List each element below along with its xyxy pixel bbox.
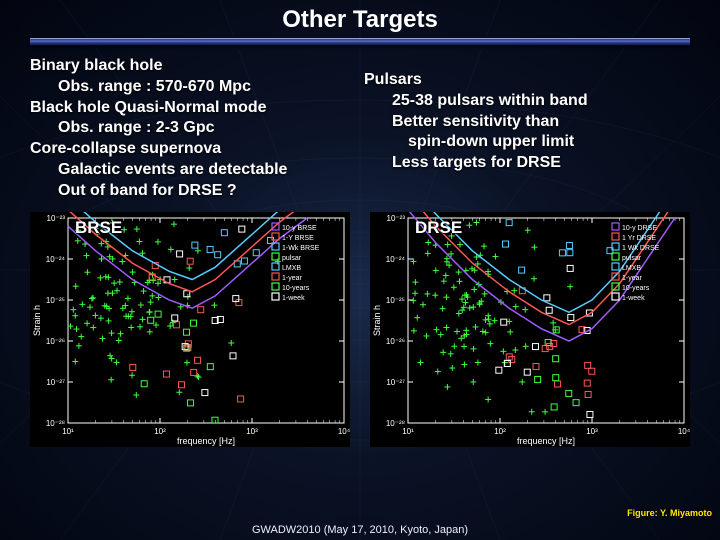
svg-text:10²: 10² — [154, 427, 166, 436]
left-column: Binary black hole Obs. range : 570-670 M… — [30, 56, 356, 202]
svg-text:10⁴: 10⁴ — [338, 427, 350, 436]
svg-text:10-y BRSE: 10-y BRSE — [282, 225, 317, 232]
slide-title: Other Targets — [278, 6, 442, 36]
svg-text:1 Yr DRSE: 1 Yr DRSE — [622, 235, 656, 242]
svg-text:10²: 10² — [494, 427, 506, 436]
svg-text:1-year: 1-year — [622, 275, 643, 282]
svg-text:frequency [Hz]: frequency [Hz] — [517, 436, 575, 446]
svg-text:LMXB: LMXB — [622, 265, 641, 272]
text-line: Black hole Quasi-Normal mode — [30, 98, 356, 119]
svg-text:1-year: 1-year — [282, 275, 303, 282]
svg-text:10⁻²³: 10⁻²³ — [47, 214, 66, 223]
text-line: Pulsars — [364, 70, 690, 91]
right-column: Pulsars 25-38 pulsars within band Better… — [364, 56, 690, 202]
svg-text:10⁻²⁸: 10⁻²⁸ — [386, 419, 405, 428]
svg-text:1 Wk DRSE: 1 Wk DRSE — [622, 245, 660, 252]
svg-text:10³: 10³ — [586, 427, 598, 436]
text-line: Core-collapse supernova — [30, 139, 356, 160]
svg-text:1-Y BRSE: 1-Y BRSE — [282, 235, 314, 242]
svg-text:10⁻²⁸: 10⁻²⁸ — [46, 419, 65, 428]
svg-text:10⁻²³: 10⁻²³ — [387, 214, 406, 223]
svg-text:10-years: 10-years — [282, 285, 310, 292]
svg-text:10⁻²⁵: 10⁻²⁵ — [386, 296, 405, 305]
svg-text:Strain h: Strain h — [372, 305, 382, 336]
text-line: Binary black hole — [30, 56, 356, 77]
svg-text:1-week: 1-week — [282, 295, 305, 302]
text-line: Obs. range : 2-3 Gpc — [58, 118, 356, 139]
svg-text:10⁻²⁶: 10⁻²⁶ — [386, 337, 405, 346]
svg-text:frequency [Hz]: frequency [Hz] — [177, 436, 235, 446]
svg-text:10¹: 10¹ — [402, 427, 414, 436]
svg-text:10⁻²⁴: 10⁻²⁴ — [46, 255, 66, 264]
text-line: Galactic events are detectable — [58, 160, 356, 181]
svg-text:10⁻²⁶: 10⁻²⁶ — [46, 337, 65, 346]
chart-label: DRSE — [415, 218, 462, 238]
svg-text:10⁻²⁵: 10⁻²⁵ — [46, 296, 65, 305]
chart-drse: DRSE 10¹ 10² 10³ 10⁴ 10⁻²³ 10⁻²⁴ 10⁻²⁵ 10⁻²⁶ 10⁻… — [370, 212, 690, 447]
svg-text:pulsar: pulsar — [622, 255, 642, 262]
text-line: Obs. range : 570-670 Mpc — [58, 77, 356, 98]
chart-label: BRSE — [75, 218, 122, 238]
svg-text:1-Wk BRSE: 1-Wk BRSE — [282, 245, 320, 252]
slide-footer: GWADW2010 (May 17, 2010, Kyoto, Japan) — [0, 524, 720, 536]
svg-text:10⁻²⁴: 10⁻²⁴ — [386, 255, 406, 264]
svg-text:10¹: 10¹ — [62, 427, 74, 436]
text-line: Out of band for DRSE ? — [58, 181, 356, 202]
chart-brse: BRSE 10¹ 10² 10³ 10⁴ 10⁻²³ 10⁻²⁴ 10⁻²⁵ 10⁻²⁶ 10⁻… — [30, 212, 350, 447]
text-line: Less targets for DRSE — [392, 153, 690, 174]
text-line: 25-38 pulsars within band — [392, 91, 690, 112]
text-line: spin-down upper limit — [408, 132, 690, 153]
svg-text:pulsar: pulsar — [282, 255, 302, 262]
svg-text:10-years: 10-years — [622, 285, 650, 292]
text-line: Better sensitivity than — [392, 112, 690, 133]
svg-text:10⁻²⁷: 10⁻²⁷ — [386, 378, 405, 387]
svg-text:Strain h: Strain h — [32, 305, 42, 336]
svg-text:10⁴: 10⁴ — [678, 427, 690, 436]
svg-text:10⁻²⁷: 10⁻²⁷ — [46, 378, 65, 387]
figure-credit: Figure: Y. Miyamoto — [627, 508, 712, 518]
svg-text:1-week: 1-week — [622, 295, 645, 302]
title-underline — [30, 38, 690, 46]
svg-text:LMXB: LMXB — [282, 265, 301, 272]
svg-text:10-y DRSE: 10-y DRSE — [622, 225, 657, 232]
svg-text:10³: 10³ — [246, 427, 258, 436]
